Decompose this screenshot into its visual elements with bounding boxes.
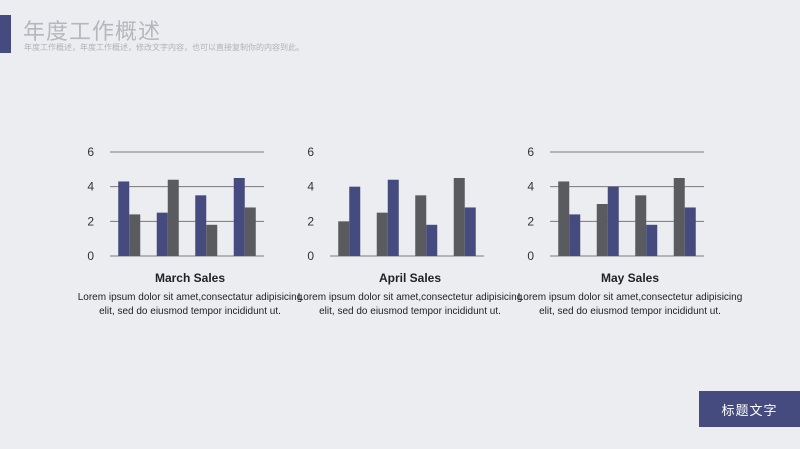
y-tick-label: 4 bbox=[87, 180, 94, 194]
bar bbox=[244, 207, 256, 256]
bar bbox=[156, 212, 168, 256]
bar bbox=[558, 181, 570, 256]
bar bbox=[349, 186, 361, 256]
y-tick-label: 6 bbox=[527, 145, 534, 159]
bar bbox=[415, 195, 427, 256]
chart-description: Lorem ipsum dolor sit amet,consectatur a… bbox=[77, 292, 303, 317]
chart-title: April Sales bbox=[378, 271, 442, 285]
y-tick-label: 2 bbox=[307, 214, 314, 228]
bar bbox=[376, 212, 388, 256]
bar bbox=[453, 178, 465, 256]
bar bbox=[195, 195, 207, 256]
y-tick-label: 6 bbox=[87, 145, 94, 159]
y-tick-label: 0 bbox=[307, 249, 314, 263]
bar bbox=[206, 224, 218, 256]
page-title: 年度工作概述 bbox=[23, 19, 162, 44]
bar bbox=[118, 181, 130, 256]
bar bbox=[167, 179, 179, 256]
bar bbox=[607, 186, 619, 256]
y-tick-label: 0 bbox=[527, 249, 534, 263]
chart-march: 0 2 4 6 March Sales Lorem ipsum dolor sit a… bbox=[78, 140, 303, 317]
accent-bar bbox=[0, 15, 11, 53]
y-tick-label: 2 bbox=[87, 214, 94, 228]
chart-may: 0 2 4 6 May Sales Lorem ipsum dolor sit ame… bbox=[518, 140, 743, 317]
chart-svg-may: 0 2 4 6 bbox=[527, 145, 704, 263]
bar bbox=[233, 178, 245, 256]
bar bbox=[596, 204, 608, 256]
chart-title: May Sales bbox=[600, 271, 660, 285]
bar bbox=[464, 207, 476, 256]
bar bbox=[569, 214, 581, 256]
bar bbox=[673, 178, 685, 256]
bar bbox=[129, 214, 141, 256]
bar bbox=[387, 179, 399, 256]
bar bbox=[426, 224, 438, 256]
bar bbox=[338, 221, 350, 256]
y-tick-label: 2 bbox=[527, 214, 534, 228]
chart-svg-april: 0 2 4 6 bbox=[307, 145, 484, 263]
chart-description: Lorem ipsum dolor sit amet,consectetur a… bbox=[297, 292, 523, 317]
y-tick-label: 4 bbox=[527, 180, 534, 194]
bar bbox=[684, 207, 696, 256]
y-tick-label: 6 bbox=[307, 145, 314, 159]
title-text-button[interactable]: 标题文字 bbox=[699, 391, 800, 427]
y-tick-label: 0 bbox=[87, 249, 94, 263]
chart-april: 0 2 4 6 April Sales Lorem ipsum dolor sit a… bbox=[298, 140, 523, 317]
page-subtitle: 年度工作概述，年度工作概述，修改文字内容，也可以直接复制你的内容到此。 bbox=[24, 43, 304, 52]
bar bbox=[646, 224, 658, 256]
chart-svg-march: 0 2 4 6 bbox=[87, 145, 264, 263]
bar bbox=[635, 195, 647, 256]
chart-description: Lorem ipsum dolor sit amet,consectetur a… bbox=[517, 292, 743, 317]
chart-title: March Sales bbox=[154, 271, 226, 285]
y-tick-label: 4 bbox=[307, 180, 314, 194]
